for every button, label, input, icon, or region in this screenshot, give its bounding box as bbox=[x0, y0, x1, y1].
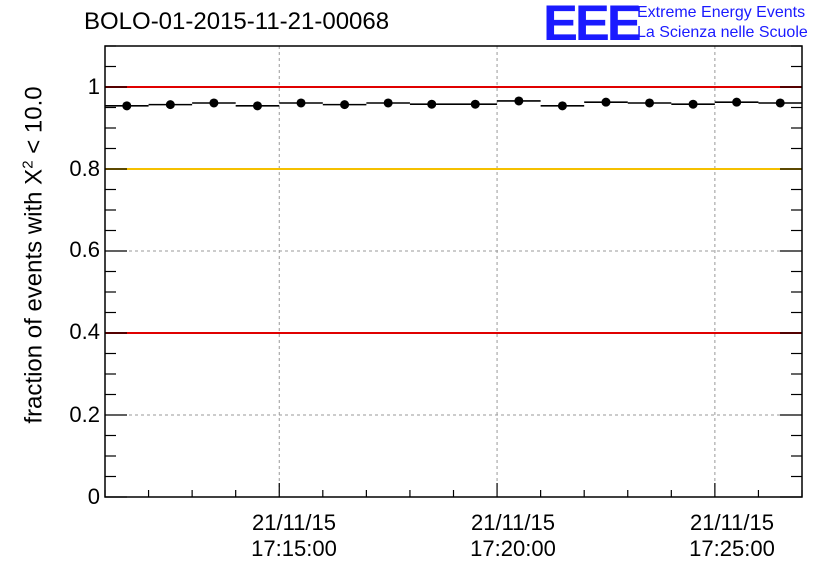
x-tick-label: 21/11/15 17:25:00 bbox=[689, 510, 775, 561]
data-point bbox=[122, 101, 132, 111]
y-tick-label: 1 bbox=[87, 74, 100, 99]
data-point bbox=[383, 98, 393, 108]
data-point bbox=[514, 96, 524, 106]
plot-frame bbox=[104, 45, 803, 498]
logo-line-1: Extreme Energy Events bbox=[637, 4, 806, 21]
data-point bbox=[252, 101, 262, 111]
y-tick-label: 0.4 bbox=[69, 319, 100, 344]
y-tick-label: 0.8 bbox=[69, 156, 100, 181]
data-point bbox=[688, 99, 698, 109]
data-point bbox=[645, 98, 655, 108]
data-point bbox=[296, 98, 306, 108]
data-point bbox=[470, 99, 480, 109]
data-point bbox=[427, 99, 437, 109]
y-tick-label: 0.2 bbox=[69, 402, 100, 427]
data-point bbox=[165, 100, 175, 110]
data-point bbox=[775, 98, 785, 108]
data-point bbox=[340, 100, 350, 110]
y-tick-label: 0 bbox=[87, 484, 100, 509]
logo-line-2: La Scienza nelle Scuole bbox=[637, 24, 808, 41]
chart-title: BOLO-01-2015-11-21-00068 bbox=[84, 8, 390, 35]
x-tick-label: 21/11/15 17:20:00 bbox=[470, 510, 556, 561]
data-point bbox=[732, 97, 742, 107]
x-tick-label: 21/11/15 17:15:00 bbox=[251, 510, 337, 561]
eee-logo: EEE bbox=[543, 0, 642, 51]
data-point bbox=[209, 98, 219, 108]
data-point bbox=[557, 101, 567, 111]
data-point bbox=[601, 97, 611, 107]
y-tick-label: 0.6 bbox=[69, 237, 100, 262]
